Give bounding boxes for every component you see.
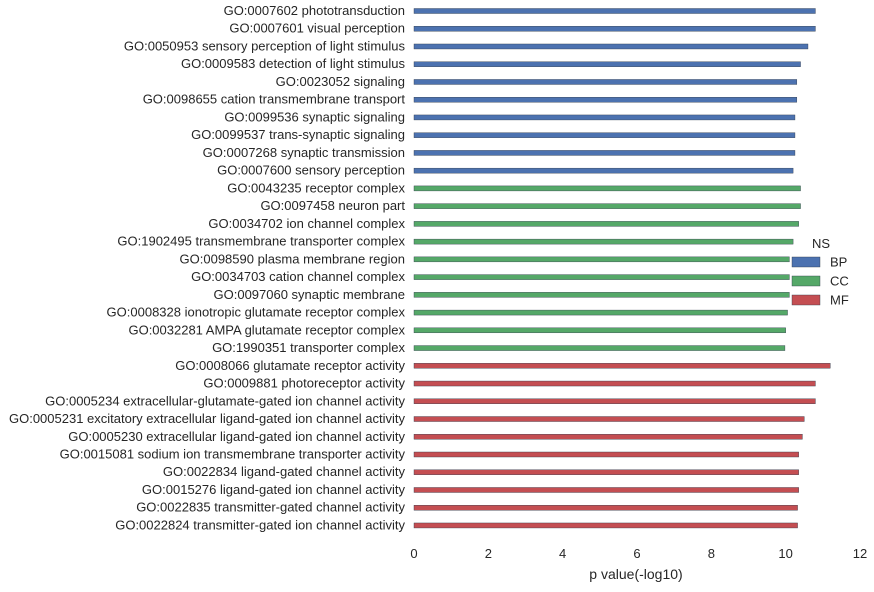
category-label: GO:0098655 cation transmembrane transpor… xyxy=(143,92,406,107)
bar-bp xyxy=(413,61,801,67)
bar-cc xyxy=(413,327,786,334)
legend-swatch-cc xyxy=(791,275,821,287)
bar-mf xyxy=(413,398,816,404)
category-label: GO:0034703 cation channel complex xyxy=(191,269,405,284)
x-tick-label: 2 xyxy=(485,546,492,561)
category-label: GO:1902495 transmembrane transporter com… xyxy=(117,234,405,249)
category-label: GO:0043235 receptor complex xyxy=(227,180,405,195)
bar-mf xyxy=(413,505,798,511)
category-label: GO:0099537 trans-synaptic signaling xyxy=(191,127,405,142)
bar-bp xyxy=(413,132,796,138)
bar-mf xyxy=(413,451,799,458)
x-tick-label: 10 xyxy=(778,546,792,561)
category-label: GO:0005230 extracellular ligand-gated io… xyxy=(68,429,405,444)
bar-mf xyxy=(413,522,798,529)
category-label: GO:0034702 ion channel complex xyxy=(208,216,405,231)
category-label: GO:0015276 ligand-gated ion channel acti… xyxy=(142,482,406,497)
category-label: GO:1990351 transporter complex xyxy=(212,340,405,355)
category-label: GO:0022834 ligand-gated channel activity xyxy=(163,464,406,479)
x-tick-label: 6 xyxy=(633,546,640,561)
bar-mf xyxy=(413,363,831,369)
bar-cc xyxy=(413,309,788,316)
category-labels: GO:0007602 phototransduction GO:0007601 v… xyxy=(9,3,406,532)
legend-label-bp: BP xyxy=(830,255,847,270)
category-label: GO:0050953 sensory perception of light s… xyxy=(124,38,406,53)
x-tick-label: 0 xyxy=(410,546,417,561)
category-label: GO:0008328 ionotropic glutamate receptor… xyxy=(107,305,406,320)
bar-cc xyxy=(413,292,790,298)
legend-swatch-bp xyxy=(791,256,821,268)
bar-mf xyxy=(413,434,803,440)
bar-cc xyxy=(413,345,786,351)
category-label: GO:0099536 synaptic signaling xyxy=(224,109,405,124)
x-axis-label: p value(-log10) xyxy=(589,566,682,582)
bar-mf xyxy=(413,380,816,387)
bars-layer xyxy=(413,8,831,529)
category-label: GO:0015081 sodium ion transmembrane tran… xyxy=(60,447,406,462)
x-tick-label: 12 xyxy=(853,546,867,561)
x-axis-ticks: 0 2 4 6 8 10 12 xyxy=(410,546,867,561)
category-label: GO:0009881 photoreceptor activity xyxy=(203,376,405,391)
category-label: GO:0022835 transmitter-gated channel act… xyxy=(136,500,405,515)
bar-mf xyxy=(413,416,805,422)
bar-bp xyxy=(413,150,796,156)
category-label: GO:0098590 plasma membrane region xyxy=(180,251,405,266)
bar-mf xyxy=(413,469,799,475)
x-tick-label: 8 xyxy=(708,546,715,561)
legend-label-cc: CC xyxy=(830,274,849,289)
legend-swatch-mf xyxy=(791,294,821,306)
category-label: GO:0005231 excitatory extracellular liga… xyxy=(9,411,406,426)
bar-bp xyxy=(413,167,794,174)
category-label: GO:0023052 signaling xyxy=(276,74,405,89)
legend: NS BP CC MF xyxy=(791,236,849,308)
category-label: GO:0008066 glutamate receptor activity xyxy=(175,358,405,373)
bar-bp xyxy=(413,26,816,32)
category-label: GO:0022824 transmitter-gated ion channel… xyxy=(115,517,405,532)
bar-cc xyxy=(413,203,801,209)
category-label: GO:0007601 visual perception xyxy=(229,21,405,36)
bar-bp xyxy=(413,79,798,85)
bar-bp xyxy=(413,114,796,121)
category-label: GO:0097060 synaptic membrane xyxy=(214,287,406,302)
category-label: GO:0007600 sensory perception xyxy=(217,163,405,178)
bar-cc xyxy=(413,256,790,263)
category-label: GO:0005234 extracellular-glutamate-gated… xyxy=(45,393,405,408)
bar-bp xyxy=(413,43,809,50)
category-label: GO:0007602 phototransduction xyxy=(224,3,405,18)
bar-bp xyxy=(413,96,798,103)
category-label: GO:0009583 detection of light stimulus xyxy=(181,56,406,71)
legend-label-mf: MF xyxy=(830,293,849,308)
category-label: GO:0097458 neuron part xyxy=(260,198,405,213)
category-label: GO:0032281 AMPA glutamate receptor compl… xyxy=(128,322,405,337)
bar-cc xyxy=(413,221,799,227)
x-tick-label: 4 xyxy=(559,546,566,561)
bar-mf xyxy=(413,487,799,493)
bar-cc xyxy=(413,238,794,245)
bar-cc xyxy=(413,274,790,280)
bar-cc xyxy=(413,185,801,192)
category-label: GO:0007268 synaptic transmission xyxy=(203,145,405,160)
bar-bp xyxy=(413,8,816,14)
legend-title: NS xyxy=(812,236,830,251)
